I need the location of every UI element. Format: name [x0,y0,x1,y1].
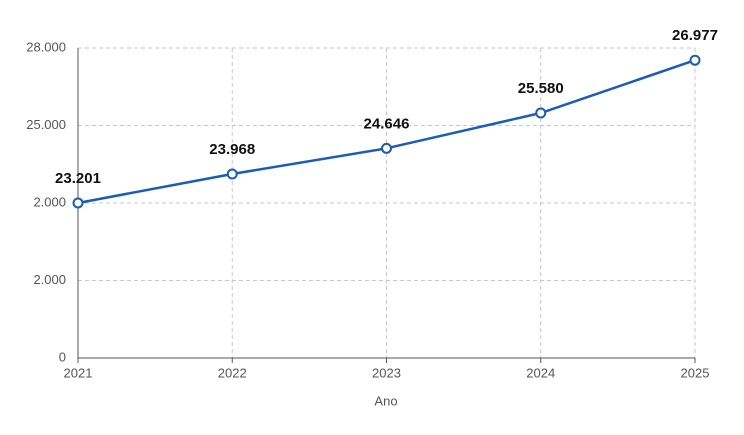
y-tick-label: 2.000 [33,194,66,209]
value-label: 26.977 [672,27,718,44]
value-label: 23.201 [55,170,101,187]
point [226,168,238,180]
value-label: 23.968 [209,141,255,158]
y-tick-label: 2.000 [33,272,66,287]
x-tick-label: 2021 [64,365,93,380]
y-tick-label: 28.000 [26,39,66,54]
x-tick-label: 2022 [218,365,247,380]
x-axis-label: Ano [374,393,397,408]
y-tick-label: 0 [59,349,66,364]
value-label: 24.646 [364,115,410,132]
point [535,107,547,119]
y-tick-label: 25.000 [26,117,66,132]
value-label: 25.580 [518,80,564,97]
point [689,54,701,66]
point [381,142,392,154]
x-tick-label: 2023 [372,365,401,380]
x-tick-label: 2024 [526,365,555,380]
point [72,197,84,209]
x-tick-label: 2025 [681,365,710,380]
